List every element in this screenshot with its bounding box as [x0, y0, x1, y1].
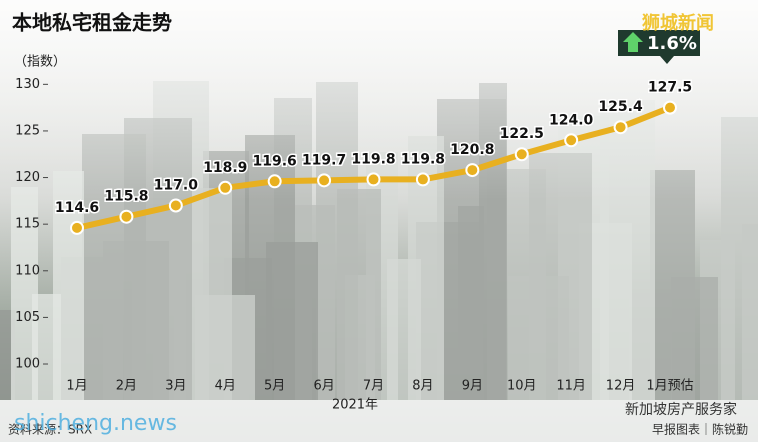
y-axis-label: （指数）: [14, 55, 66, 70]
y-tick-label: 130: [15, 77, 40, 92]
y-tick-label: 100: [15, 357, 40, 372]
data-label: 119.6: [253, 153, 297, 169]
data-label: 122.5: [500, 126, 544, 142]
x-tick-label: 10月: [507, 379, 537, 394]
building: [53, 171, 84, 400]
y-tick-label: 110: [15, 263, 40, 278]
x-tick-label: 11月: [556, 379, 586, 394]
x-tick-label: 7月: [363, 379, 384, 394]
data-label: 120.8: [450, 142, 494, 158]
marker: [415, 172, 430, 187]
watermark: shicheng.news: [14, 411, 177, 436]
footer-band: [0, 400, 758, 442]
x-tick-label: 8月: [412, 379, 433, 394]
data-label: 124.0: [549, 112, 594, 128]
marker: [267, 174, 282, 189]
x-axis-label: 2021年: [332, 398, 378, 413]
x-tick-label: 5月: [264, 379, 285, 394]
marker: [70, 220, 84, 235]
watermark: 新加坡房产服务家: [625, 401, 737, 418]
building: [671, 277, 718, 400]
marker: [564, 133, 579, 148]
credit: 早报图表｜陈锐勤: [652, 422, 748, 437]
y-tick-label: 125: [15, 123, 40, 138]
annotation-text: 1.6%: [647, 33, 697, 54]
chart-title: 本地私宅租金走势: [12, 11, 172, 35]
watermark: 狮城新闻: [642, 12, 714, 34]
x-tick-label: 2月: [116, 379, 137, 394]
marker: [663, 100, 677, 115]
marker: [514, 147, 529, 162]
x-tick-label: 4月: [215, 379, 236, 394]
building: [266, 242, 318, 400]
marker: [317, 173, 332, 188]
x-tick-label: 1月: [66, 379, 87, 394]
y-tick-label: 105: [15, 310, 40, 325]
data-label: 119.8: [351, 151, 395, 167]
marker: [119, 209, 134, 224]
data-label: 127.5: [648, 80, 692, 96]
source: 资料来源：SRX: [8, 423, 92, 437]
x-tick-label: 3月: [165, 379, 186, 394]
data-label: 119.8: [401, 151, 445, 167]
marker: [366, 172, 381, 187]
data-label: 117.0: [154, 178, 199, 194]
data-label: 119.7: [302, 152, 346, 168]
marker: [613, 120, 628, 135]
building: [337, 189, 381, 400]
building: [742, 224, 758, 400]
building: [195, 295, 255, 400]
data-label: 118.9: [203, 160, 247, 176]
data-label: 115.8: [104, 189, 148, 205]
marker: [218, 180, 233, 195]
marker: [168, 198, 183, 213]
x-tick-label: 6月: [313, 379, 334, 394]
data-label: 114.6: [55, 200, 99, 216]
marker: [465, 163, 480, 178]
y-tick-label: 115: [15, 217, 40, 232]
x-tick-label: 9月: [462, 379, 483, 394]
data-label: 125.4: [598, 99, 643, 115]
up-arrow: [623, 32, 643, 52]
y-tick-label: 120: [15, 170, 40, 185]
x-tick-label: 1月预估: [646, 379, 693, 394]
annotation: 1.6%: [618, 30, 700, 64]
x-tick-label: 12月: [606, 379, 636, 394]
